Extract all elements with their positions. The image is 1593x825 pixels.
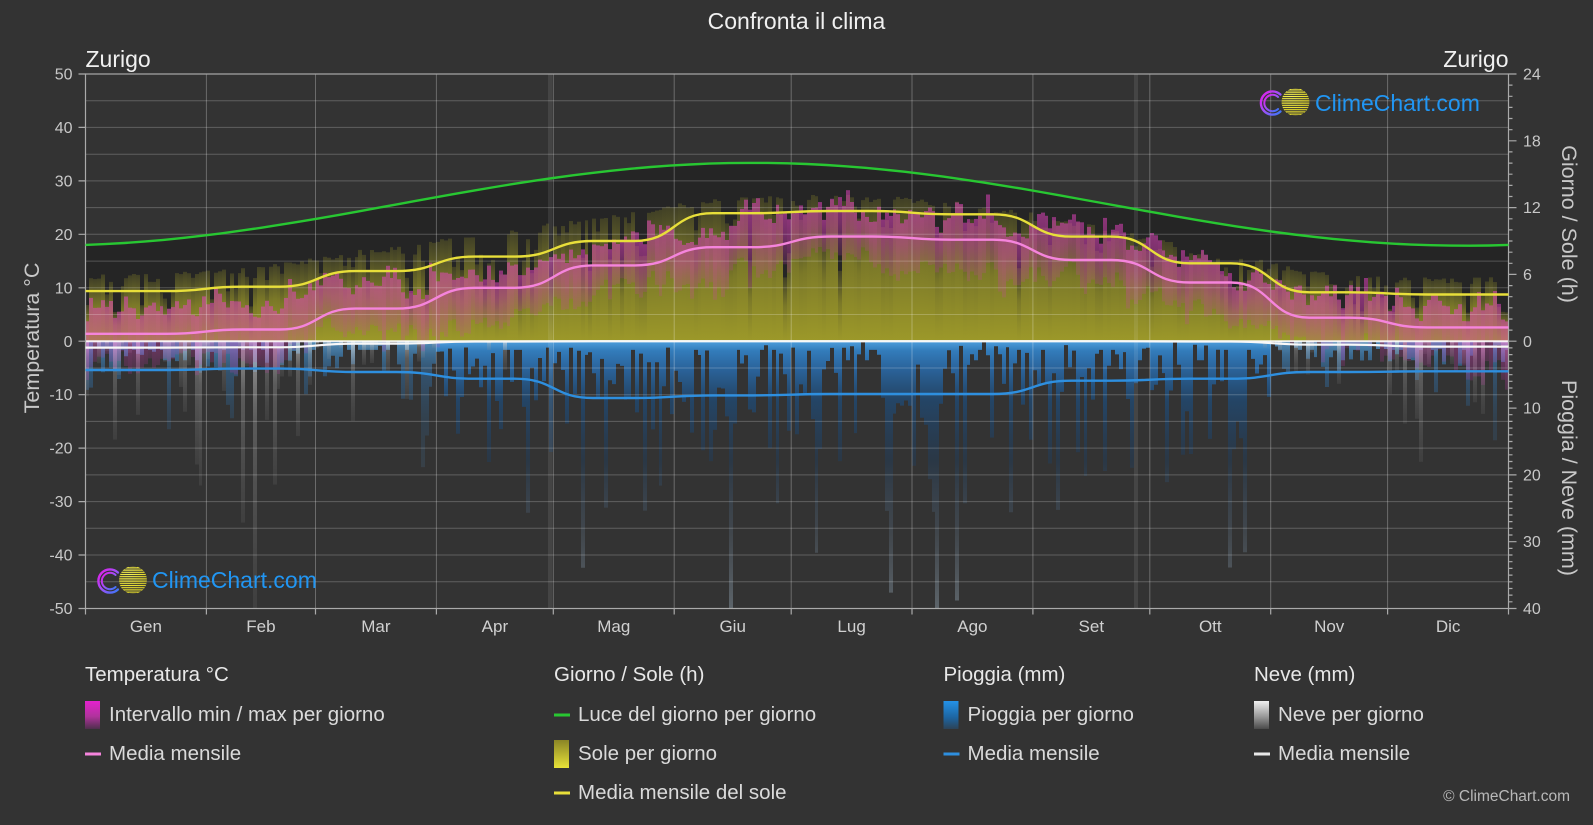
svg-text:10: 10 — [55, 280, 73, 297]
svg-text:Intervallo min / max per giorn: Intervallo min / max per giorno — [109, 703, 385, 726]
svg-text:Media mensile: Media mensile — [109, 742, 241, 765]
svg-text:Pioggia per giorno: Pioggia per giorno — [968, 703, 1134, 726]
svg-text:Luce del giorno per giorno: Luce del giorno per giorno — [578, 703, 816, 726]
svg-text:-40: -40 — [49, 548, 72, 565]
svg-text:Feb: Feb — [246, 617, 275, 636]
svg-text:Confronta il clima: Confronta il clima — [708, 8, 886, 34]
svg-text:Mar: Mar — [361, 617, 391, 636]
svg-text:Pioggia / Neve (mm): Pioggia / Neve (mm) — [1557, 380, 1581, 576]
svg-text:Set: Set — [1079, 617, 1105, 636]
svg-text:Media mensile: Media mensile — [968, 742, 1100, 765]
svg-text:-20: -20 — [49, 441, 72, 458]
svg-text:ClimeChart.com: ClimeChart.com — [152, 567, 317, 593]
svg-text:Giorno / Sole (h): Giorno / Sole (h) — [554, 663, 704, 686]
svg-text:Apr: Apr — [482, 617, 509, 636]
svg-text:10: 10 — [1523, 401, 1541, 418]
svg-text:40: 40 — [1523, 601, 1541, 618]
svg-text:-30: -30 — [49, 494, 72, 511]
svg-text:50: 50 — [55, 67, 73, 84]
svg-text:12: 12 — [1523, 200, 1541, 217]
svg-text:20: 20 — [55, 227, 73, 244]
svg-text:18: 18 — [1523, 133, 1541, 150]
svg-text:-50: -50 — [49, 601, 72, 618]
svg-text:Zurigo: Zurigo — [86, 46, 151, 72]
svg-text:0: 0 — [1523, 334, 1532, 351]
svg-text:20: 20 — [1523, 467, 1541, 484]
svg-text:40: 40 — [55, 120, 73, 137]
svg-text:Temperatura °C: Temperatura °C — [85, 663, 229, 686]
svg-text:Giu: Giu — [719, 617, 745, 636]
svg-text:Neve (mm): Neve (mm) — [1254, 663, 1355, 686]
svg-text:Mag: Mag — [597, 617, 630, 636]
svg-text:Ago: Ago — [957, 617, 987, 636]
svg-text:Dic: Dic — [1436, 617, 1461, 636]
svg-text:Temperatura °C: Temperatura °C — [20, 263, 44, 414]
svg-text:-10: -10 — [49, 387, 72, 404]
svg-text:ClimeChart.com: ClimeChart.com — [1315, 90, 1480, 116]
svg-text:Ott: Ott — [1199, 617, 1222, 636]
svg-text:Lug: Lug — [837, 617, 865, 636]
svg-text:0: 0 — [64, 334, 73, 351]
svg-text:Media mensile del sole: Media mensile del sole — [578, 781, 787, 804]
svg-text:Sole per giorno: Sole per giorno — [578, 742, 717, 765]
svg-text:6: 6 — [1523, 267, 1532, 284]
svg-text:30: 30 — [1523, 534, 1541, 551]
svg-text:Pioggia (mm): Pioggia (mm) — [944, 663, 1066, 686]
svg-text:Nov: Nov — [1314, 617, 1345, 636]
svg-text:Gen: Gen — [130, 617, 162, 636]
svg-text:30: 30 — [55, 173, 73, 190]
svg-text:Media mensile: Media mensile — [1278, 742, 1410, 765]
svg-text:24: 24 — [1523, 67, 1541, 84]
svg-text:© ClimeChart.com: © ClimeChart.com — [1443, 788, 1570, 805]
svg-text:Neve per giorno: Neve per giorno — [1278, 703, 1424, 726]
svg-text:Zurigo: Zurigo — [1443, 46, 1508, 72]
svg-text:Giorno / Sole (h): Giorno / Sole (h) — [1557, 145, 1581, 303]
